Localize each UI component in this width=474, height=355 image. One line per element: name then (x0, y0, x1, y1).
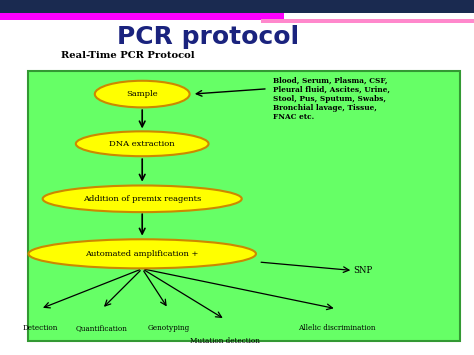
Text: PCR protocol: PCR protocol (118, 25, 300, 49)
Text: DNA extraction: DNA extraction (109, 140, 175, 148)
FancyBboxPatch shape (28, 71, 460, 341)
Text: Genotyping: Genotyping (147, 324, 190, 332)
Text: Addition of premix reagents: Addition of premix reagents (83, 195, 201, 203)
Bar (0, 0, 474, 13)
Text: Detection: Detection (23, 324, 58, 332)
Text: Real-Time PCR Protocol: Real-Time PCR Protocol (61, 50, 195, 60)
Ellipse shape (95, 81, 190, 107)
Text: Automated amplification +: Automated amplification + (85, 250, 199, 258)
Ellipse shape (76, 131, 209, 156)
Text: SNP: SNP (353, 266, 373, 275)
Text: Mutation detection: Mutation detection (190, 337, 260, 345)
Ellipse shape (28, 239, 256, 268)
Bar (0, 13, 284, 20)
Text: Sample: Sample (127, 90, 158, 98)
Bar (261, 19, 474, 23)
Text: Allelic discrimination: Allelic discrimination (298, 324, 375, 332)
Text: Quantification: Quantification (76, 324, 128, 332)
Text: Blood, Serum, Plasma, CSF,
Pleural fluid, Ascites, Urine,
Stool, Pus, Sputum, Sw: Blood, Serum, Plasma, CSF, Pleural fluid… (273, 76, 390, 121)
Ellipse shape (43, 185, 242, 212)
